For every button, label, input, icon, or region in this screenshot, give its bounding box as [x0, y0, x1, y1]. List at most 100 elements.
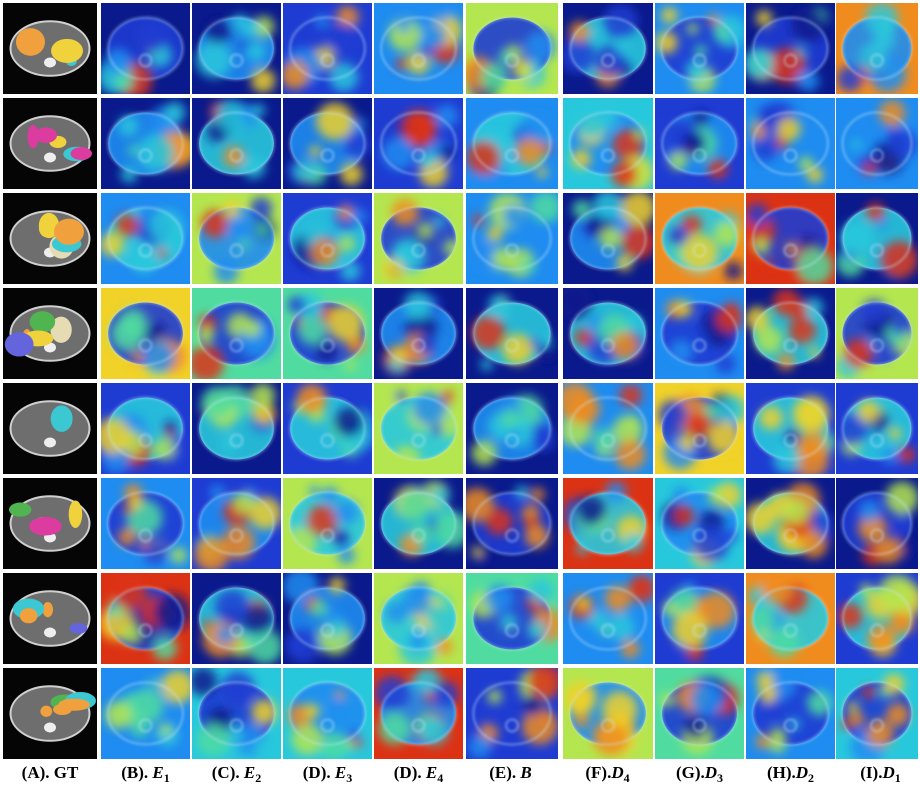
image-cell — [557, 284, 653, 379]
label-symbol: E — [334, 763, 346, 782]
heat-blob — [670, 153, 687, 170]
label-prefix: (E). — [489, 763, 520, 782]
heat-blob — [327, 305, 363, 341]
image-cell — [283, 383, 373, 474]
image-cell — [94, 383, 190, 474]
spine — [44, 628, 56, 638]
heat-blob — [756, 10, 773, 27]
image-cell — [192, 193, 281, 284]
organ-mask — [20, 608, 38, 623]
heat-blob — [472, 546, 482, 556]
heat-blob — [472, 440, 497, 465]
column-label: (G).D3 — [676, 763, 723, 785]
heat-blob — [121, 624, 141, 644]
heat-blob — [137, 135, 174, 172]
image-cell — [192, 383, 281, 474]
image-cell — [743, 3, 835, 94]
heat-blob — [500, 614, 518, 632]
column-label: (B). E1 — [121, 763, 170, 785]
image-cell — [466, 98, 558, 189]
spine — [44, 438, 56, 448]
heat-blob — [345, 360, 356, 371]
column-label: (D). E4 — [394, 763, 443, 785]
body-slice — [11, 401, 90, 456]
heat-blob — [194, 538, 228, 572]
heat-blob — [436, 8, 450, 22]
heat-blob — [577, 496, 606, 525]
image-cell — [101, 98, 196, 189]
heat-blob — [894, 521, 905, 532]
organ-mask — [54, 219, 84, 245]
heat-blob — [862, 686, 875, 699]
label-sub: 1 — [895, 771, 901, 785]
heat-blob — [857, 400, 879, 422]
heat-blob — [784, 500, 808, 524]
label-symbol: D — [881, 763, 894, 782]
heat-blob — [286, 628, 320, 662]
image-cell — [3, 573, 97, 664]
heat-blob — [708, 159, 728, 179]
heat-blob — [226, 217, 250, 241]
image-cell — [466, 573, 564, 664]
heat-blob — [785, 429, 800, 444]
heat-blob — [325, 608, 341, 624]
heat-blob — [687, 23, 698, 34]
organ-mask — [69, 501, 82, 529]
heat-blob — [888, 129, 917, 158]
organ-mask — [5, 332, 34, 356]
heat-blob — [889, 427, 901, 439]
image-cell — [655, 288, 744, 379]
heat-blob — [661, 7, 678, 24]
image-cell — [836, 193, 918, 284]
heat-blob — [851, 139, 861, 149]
image-cell — [283, 478, 372, 569]
image-cell — [560, 3, 653, 94]
heat-blob — [627, 416, 639, 428]
heat-blob — [153, 438, 175, 460]
image-cell — [3, 193, 97, 284]
heat-blob — [892, 610, 908, 626]
heat-blob — [621, 224, 656, 259]
heat-blob — [681, 235, 717, 271]
image-cell — [655, 193, 744, 284]
label-prefix: (H). — [767, 763, 796, 782]
image-cell — [192, 98, 281, 189]
image-cell — [836, 573, 920, 664]
heat-blob — [328, 23, 358, 53]
image-cell — [655, 573, 744, 664]
heat-blob — [431, 424, 442, 435]
heat-blob — [684, 716, 707, 739]
image-cell — [466, 288, 558, 379]
image-cell — [466, 383, 558, 474]
organ-mask — [29, 517, 62, 535]
heat-blob — [629, 575, 657, 603]
heat-blob — [763, 700, 783, 720]
image-cell — [563, 478, 653, 569]
column-label: (I).D1 — [860, 763, 900, 785]
label-sub: 2 — [808, 771, 814, 785]
heat-blob — [334, 532, 345, 543]
heat-blob — [391, 199, 418, 226]
heat-blob — [150, 210, 184, 244]
label-prefix: (A). GT — [22, 763, 79, 782]
heat-blob — [412, 581, 431, 600]
image-cell — [655, 478, 744, 569]
image-cell — [283, 193, 372, 284]
label-symbol: E — [243, 763, 255, 782]
heat-blob — [724, 262, 742, 280]
column-label: (F).D4 — [585, 763, 629, 785]
heat-blob — [248, 42, 266, 60]
image-cell — [3, 98, 97, 189]
label-prefix: (F). — [585, 763, 611, 782]
image-cell — [192, 3, 281, 94]
image-cell — [374, 288, 463, 379]
heat-blob — [575, 329, 592, 346]
image-cell — [3, 668, 97, 759]
heat-blob — [434, 511, 470, 547]
label-sub: 3 — [717, 771, 723, 785]
heat-blob — [522, 694, 544, 716]
heat-blob — [243, 320, 260, 337]
heat-blob — [113, 576, 147, 610]
heat-blob — [171, 547, 187, 563]
heat-blob — [575, 713, 589, 727]
